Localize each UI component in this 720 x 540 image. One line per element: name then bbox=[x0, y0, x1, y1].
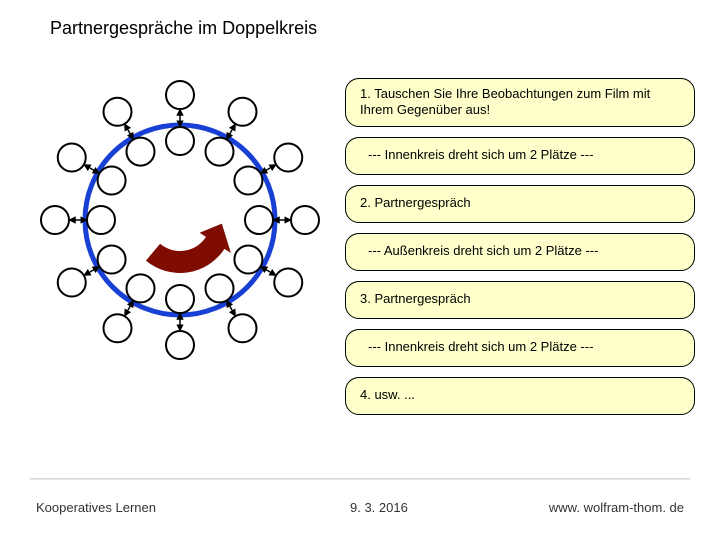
footer-divider bbox=[30, 478, 690, 480]
footer-date: 9. 3. 2016 bbox=[350, 500, 408, 515]
step-text: 3. Partnergespräch bbox=[360, 291, 471, 307]
step-box-5: 3. Partnergespräch bbox=[345, 281, 695, 319]
footer-url: www. wolfram-thom. de bbox=[549, 500, 684, 515]
step-text: --- Außenkreis dreht sich um 2 Plätze --… bbox=[368, 243, 598, 259]
step-box-4: --- Außenkreis dreht sich um 2 Plätze --… bbox=[345, 233, 695, 271]
page-title: Partnergespräche im Doppelkreis bbox=[50, 18, 317, 39]
step-text: --- Innenkreis dreht sich um 2 Plätze --… bbox=[368, 339, 593, 355]
step-box-7: 4. usw. ... bbox=[345, 377, 695, 415]
double-circle-diagram bbox=[30, 70, 330, 370]
step-box-1: 1. Tauschen Sie Ihre Beobachtungen zum F… bbox=[345, 78, 695, 127]
step-text: --- Innenkreis dreht sich um 2 Plätze --… bbox=[368, 147, 593, 163]
step-text: 2. Partnergespräch bbox=[360, 195, 471, 211]
step-box-2: --- Innenkreis dreht sich um 2 Plätze --… bbox=[345, 137, 695, 175]
step-text: 1. Tauschen Sie Ihre Beobachtungen zum F… bbox=[360, 86, 682, 119]
step-box-3: 2. Partnergespräch bbox=[345, 185, 695, 223]
steps-list: 1. Tauschen Sie Ihre Beobachtungen zum F… bbox=[345, 78, 695, 415]
step-text: 4. usw. ... bbox=[360, 387, 415, 403]
step-box-6: --- Innenkreis dreht sich um 2 Plätze --… bbox=[345, 329, 695, 367]
footer-left-text: Kooperatives Lernen bbox=[36, 500, 156, 515]
